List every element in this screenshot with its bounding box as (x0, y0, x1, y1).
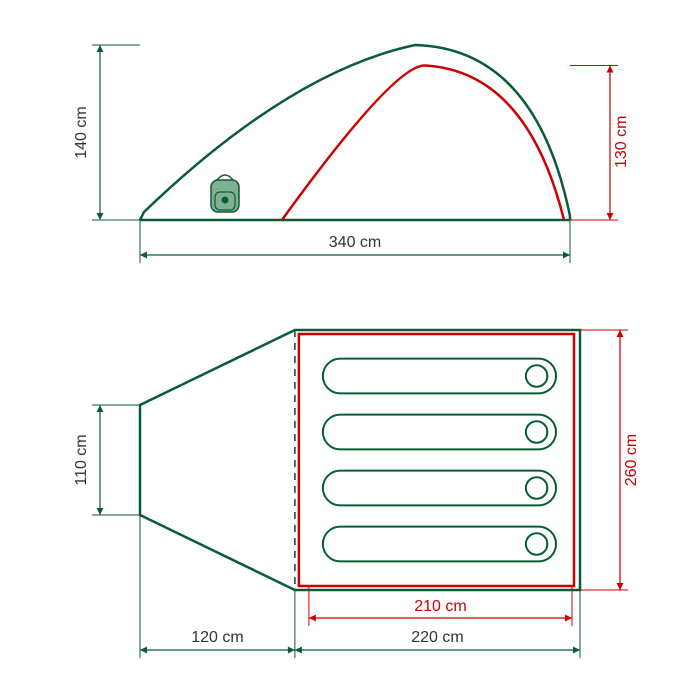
side-view (92, 45, 618, 263)
sleeping-bag-icon (323, 527, 556, 562)
tent-outer-profile (140, 45, 570, 220)
sleeping-bag-icon (323, 359, 556, 394)
label-vestibule-width: 120 cm (191, 629, 243, 646)
label-outer-height: 140 cm (73, 106, 90, 158)
top-view (92, 330, 628, 658)
outer-outline (140, 330, 580, 590)
inner-rect (299, 334, 574, 586)
inner-profile (282, 65, 564, 220)
label-total-width: 340 cm (329, 234, 381, 251)
backpack-icon (211, 175, 239, 212)
label-door-height: 110 cm (73, 434, 90, 485)
label-sleep-width: 210 cm (414, 598, 466, 615)
label-inner-height: 130 cm (613, 116, 630, 168)
sleeping-bag-icon (323, 415, 556, 450)
sleeping-bag-icon (323, 471, 556, 506)
label-inner-width: 220 cm (411, 629, 463, 646)
label-total-depth: 260 cm (623, 434, 640, 486)
